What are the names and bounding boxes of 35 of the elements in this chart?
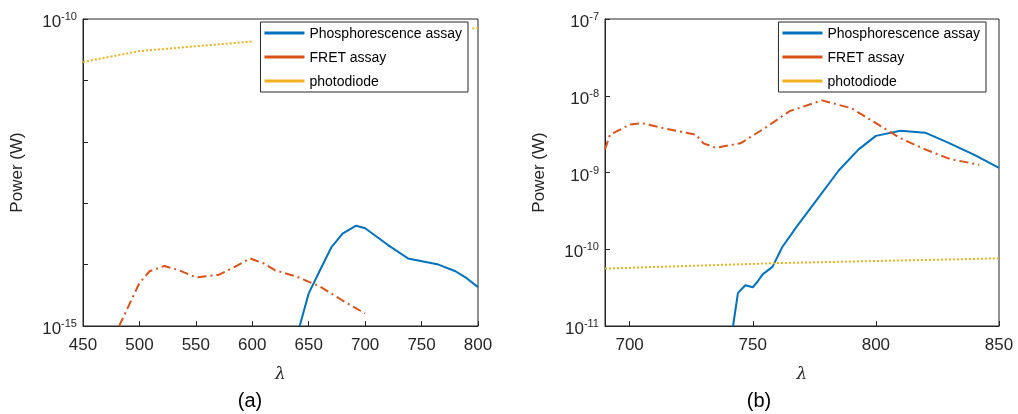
x-tick-label: 650 (294, 335, 323, 354)
x-tick-label: 700 (615, 335, 644, 354)
x-tick-label: 800 (463, 335, 493, 354)
x-tick-label: 600 (238, 335, 267, 354)
y-axis-title: Power (W) (7, 132, 26, 213)
y-tick-label: 10$^{-10}$ (564, 239, 599, 262)
y-tick-label: 10$^{-11}$ (564, 316, 599, 339)
y-tick-label: 10$^{-8}$ (570, 85, 599, 109)
y-tick-label: 10$^{-7}$ (570, 9, 599, 32)
y-axis-title: Power (W) (529, 132, 548, 213)
x-tick-label: 750 (407, 335, 436, 354)
text: (a) (237, 389, 263, 411)
text: (b) (746, 389, 772, 411)
x-tick-label: 750 (738, 335, 767, 354)
legend-label: Phosphorescence assay (309, 25, 463, 41)
legend-label: photodiode (309, 73, 379, 89)
x-axis-title: λ (274, 362, 286, 383)
x-tick-label: 550 (181, 335, 211, 354)
line-series (604, 99, 981, 166)
y-tick-label: 10$^{-10}$ (42, 9, 77, 32)
line-series (732, 129, 1000, 327)
legend-label: FRET assay (827, 49, 905, 65)
x-tick-label: 700 (350, 335, 380, 354)
x-tick-label: 850 (984, 335, 1014, 354)
x-tick-label: 450 (68, 335, 98, 354)
y-tick-label: 10$^{-9}$ (570, 162, 599, 186)
line-series (118, 257, 367, 327)
legend-label: photodiode (827, 73, 897, 89)
line-series (298, 224, 479, 327)
x-tick-label: 800 (861, 335, 891, 354)
y-tick-label: 10$^{-15}$ (42, 317, 77, 338)
x-axis-title: λ (795, 362, 808, 383)
legend-label: Phosphorescence assay (827, 25, 981, 41)
x-tick-label: 500 (125, 335, 154, 354)
legend-label: FRET assay (309, 49, 387, 65)
